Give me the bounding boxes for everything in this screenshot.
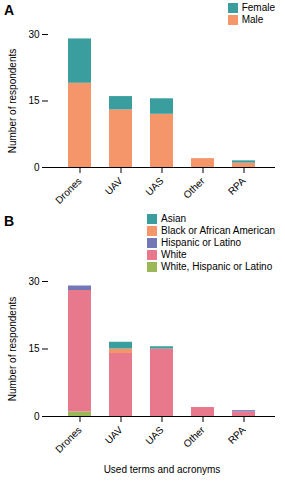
html-text:Female: Female [241, 2, 275, 13]
svg-text:UAS: UAS [143, 424, 166, 447]
svg-text:0: 0 [34, 411, 40, 422]
html-text:Black or African American: Black or African American [161, 225, 275, 236]
svg-text:Drones: Drones [53, 175, 84, 206]
html-text:B: B [4, 213, 15, 229]
svg-text:UAV: UAV [103, 424, 125, 446]
svg-text:30: 30 [28, 29, 40, 40]
svg-text:0: 0 [34, 162, 40, 173]
html-text:White: White [161, 249, 187, 260]
svg-text:15: 15 [28, 343, 40, 354]
html-text:White, Hispanic or Latino: White, Hispanic or Latino [161, 261, 273, 272]
svg-text:Drones: Drones [53, 424, 84, 455]
svg-text:30: 30 [28, 276, 40, 287]
html-text:Hispanic or Latino: Hispanic or Latino [161, 237, 242, 248]
html-text:A: A [4, 2, 15, 18]
html-text:Asian: Asian [161, 213, 187, 224]
svg-text:Other: Other [181, 175, 207, 201]
svg-text:Number of respondents: Number of respondents [7, 297, 18, 402]
svg-text:UAV: UAV [103, 175, 125, 197]
svg-text:RPA: RPA [226, 424, 248, 446]
svg-text:Other: Other [181, 424, 207, 450]
svg-text:Used terms and acronyms: Used terms and acronyms [104, 464, 221, 475]
html-text:Male: Male [241, 14, 264, 25]
svg-text:Number of respondents: Number of respondents [7, 49, 18, 154]
svg-text:15: 15 [28, 95, 40, 106]
svg-text:RPA: RPA [226, 175, 248, 197]
svg-text:UAS: UAS [143, 175, 166, 198]
